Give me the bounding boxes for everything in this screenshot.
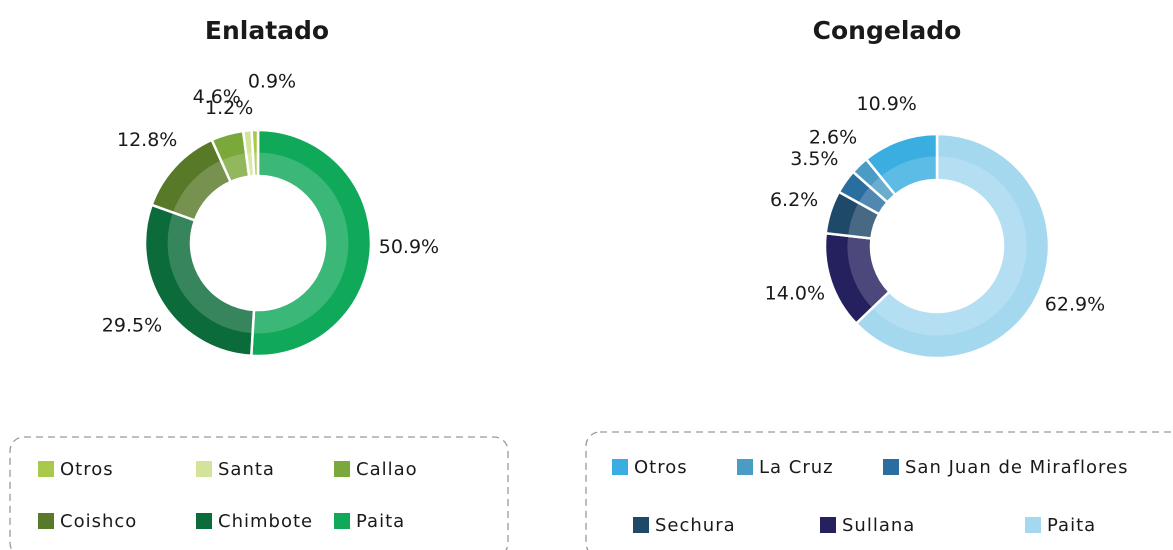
legend-label: Otros [634, 457, 688, 478]
value-label: 6.2% [770, 189, 818, 211]
legend-label: Otros [60, 459, 114, 480]
legend-swatch [612, 459, 628, 475]
slice [854, 132, 1051, 360]
value-label: 3.5% [790, 148, 838, 170]
value-label: 29.5% [102, 315, 162, 337]
value-label: 14.0% [765, 282, 825, 304]
value-label: 62.9% [1045, 293, 1105, 315]
legend-swatch [38, 513, 54, 529]
legend-label: Paita [1047, 515, 1096, 536]
slice-shade [167, 152, 349, 334]
slice [249, 128, 373, 358]
legend-label: Paita [356, 511, 405, 532]
legend-swatch [334, 513, 350, 529]
legend-swatch [820, 517, 836, 533]
legend-label: Santa [218, 459, 275, 480]
legend-swatch [633, 517, 649, 533]
chart-title: Congelado [813, 16, 962, 45]
value-label: 4.6% [193, 86, 241, 108]
value-label: 50.9% [379, 236, 439, 258]
legend-label: Chimbote [218, 511, 313, 532]
slice [250, 128, 260, 178]
legend-box [9, 436, 509, 550]
legend-label: Sechura [655, 515, 736, 536]
legend-swatch [334, 461, 350, 477]
legend-label: Coishco [60, 511, 137, 532]
value-label: 2.6% [809, 126, 857, 148]
value-label: 12.8% [117, 129, 177, 151]
value-label: 0.9% [248, 71, 296, 93]
value-label: 10.9% [857, 93, 917, 115]
slice [864, 132, 939, 197]
legend-swatch [883, 459, 899, 475]
legend-swatch [196, 461, 212, 477]
legend-swatch [737, 459, 753, 475]
legend-label: La Cruz [759, 457, 834, 478]
slice [143, 203, 256, 358]
value-label: 1.2% [205, 97, 253, 119]
legend-swatch [38, 461, 54, 477]
chart-title: Enlatado [205, 16, 329, 45]
legend-swatch [196, 513, 212, 529]
legend-swatch [1025, 517, 1041, 533]
slice-shade [847, 156, 1027, 336]
legend-label: Sullana [842, 515, 915, 536]
legend-label: San Juan de Miraflores [905, 457, 1128, 478]
legend-label: Callao [356, 459, 418, 480]
